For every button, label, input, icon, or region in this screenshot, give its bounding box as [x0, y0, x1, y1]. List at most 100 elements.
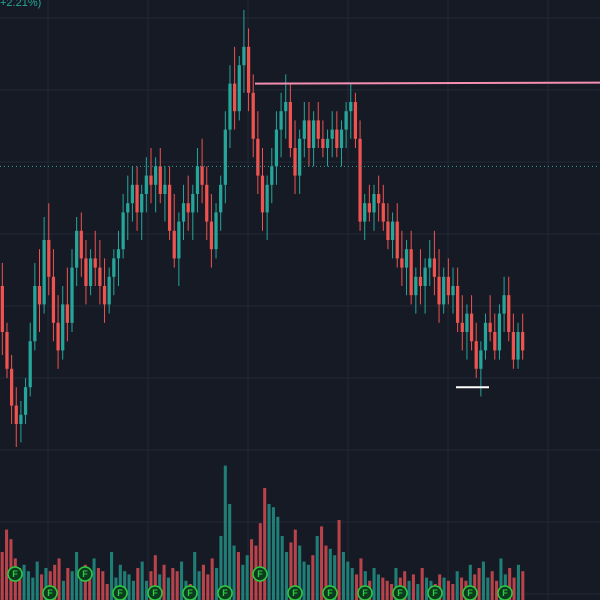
- candle-body: [367, 203, 371, 213]
- volume-bar: [403, 571, 407, 600]
- volume-bar: [258, 523, 262, 600]
- event-marker-label: F: [432, 588, 438, 598]
- candle-body: [414, 276, 418, 296]
- volume-bar: [201, 564, 205, 600]
- event-marker-circle: [427, 585, 443, 600]
- volume-bar: [508, 568, 512, 600]
- candle-body: [0, 286, 4, 332]
- volume-bar: [31, 577, 35, 600]
- candle-body: [23, 387, 28, 415]
- volume-bar: [232, 545, 236, 600]
- candle-body: [88, 258, 93, 286]
- volume-bar: [298, 545, 302, 600]
- volume-bar: [180, 561, 184, 600]
- candle-body: [5, 332, 9, 369]
- candle-body: [19, 414, 23, 424]
- candle-body: [284, 102, 288, 112]
- event-marker-circle: [392, 585, 408, 600]
- volume-bar: [241, 564, 245, 600]
- candle-body: [418, 276, 423, 286]
- candle-body: [456, 286, 460, 323]
- volume-bar: [250, 539, 254, 600]
- candle-body: [298, 138, 302, 176]
- volume-bar: [140, 561, 144, 600]
- candle-body: [130, 184, 135, 204]
- event-marker-circle: [112, 585, 128, 600]
- candle-body: [358, 138, 362, 222]
- candle-body: [353, 102, 358, 139]
- candle-body: [469, 313, 474, 342]
- candle-body: [186, 203, 190, 213]
- candle-body: [293, 148, 297, 176]
- volume-bar: [411, 574, 415, 600]
- candle-body: [135, 184, 139, 213]
- candle-body: [167, 184, 172, 231]
- candle-body: [432, 258, 437, 277]
- volume-bar: [145, 580, 149, 600]
- volume-bar: [446, 580, 450, 600]
- volume-bar: [499, 558, 503, 600]
- volume-bar: [280, 536, 284, 600]
- volume-bar: [175, 571, 179, 600]
- volume-bar: [149, 571, 153, 600]
- volume-bar: [512, 577, 516, 600]
- volume-bar: [285, 552, 289, 600]
- volume-bar: [376, 574, 380, 600]
- candle-body: [288, 102, 293, 148]
- volume-bar: [5, 529, 9, 600]
- candle-body: [158, 166, 162, 194]
- event-marker: F: [322, 585, 338, 600]
- event-marker: F: [497, 585, 513, 600]
- volume-bar: [44, 568, 48, 600]
- volume-bar: [96, 568, 100, 600]
- candle-body: [409, 249, 413, 296]
- candle-body: [488, 322, 492, 332]
- candle-body: [442, 276, 446, 305]
- candle-body: [219, 184, 223, 213]
- candle-body: [479, 350, 483, 369]
- candle-body: [372, 194, 376, 213]
- event-markers: F F F F F F F F F F F F F F F: [7, 566, 513, 600]
- candle-body: [404, 249, 409, 268]
- volume-bar: [416, 584, 420, 600]
- volume-bar: [61, 580, 65, 600]
- volume-bar: [333, 555, 337, 600]
- volume-bar: [136, 568, 140, 600]
- event-marker: F: [462, 585, 478, 600]
- volume-bar: [293, 529, 297, 600]
- candle-body: [172, 230, 176, 259]
- volume-bar: [101, 571, 105, 600]
- candle-body: [84, 258, 88, 286]
- event-marker-label: F: [117, 588, 123, 598]
- event-marker: F: [42, 585, 58, 600]
- candle-body: [460, 322, 464, 332]
- candle-body: [446, 276, 450, 296]
- volume-bar: [118, 564, 122, 600]
- candle-body: [205, 184, 209, 222]
- candle-body: [451, 286, 455, 296]
- volume-bar: [306, 564, 310, 600]
- candle-body: [507, 295, 511, 332]
- candle-body: [79, 230, 83, 259]
- volume-bar: [245, 555, 249, 600]
- event-marker-circle: [497, 585, 513, 600]
- event-marker-label: F: [467, 588, 473, 598]
- volume-bar: [162, 564, 166, 600]
- candle-body: [502, 295, 506, 314]
- candle-body: [200, 166, 204, 185]
- candle-body: [516, 332, 520, 360]
- candle-body: [251, 92, 255, 139]
- candle-body: [321, 138, 325, 148]
- volume-bar: [228, 504, 232, 600]
- event-marker-label: F: [292, 588, 298, 598]
- candle-body: [51, 276, 56, 323]
- resistance-line: [254, 81, 600, 85]
- event-marker-label: F: [82, 569, 88, 579]
- volume-bar: [35, 561, 39, 600]
- event-marker-circle: [42, 585, 58, 600]
- volume-bar: [359, 558, 363, 600]
- volume-bar: [0, 552, 4, 600]
- volume-bar: [215, 568, 219, 600]
